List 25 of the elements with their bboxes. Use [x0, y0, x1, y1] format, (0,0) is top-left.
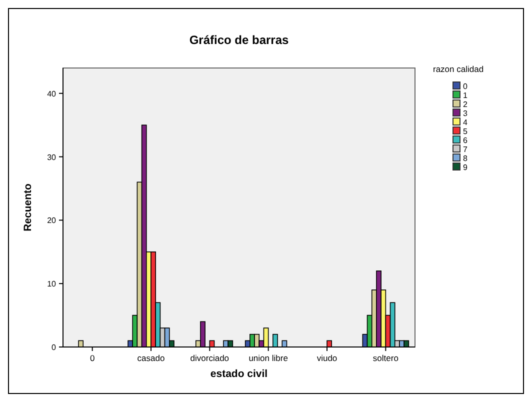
y-tick-label: 0 — [52, 343, 57, 352]
y-tick-label: 10 — [47, 280, 57, 289]
legend-label: 3 — [463, 109, 468, 118]
legend-label: 0 — [463, 82, 468, 91]
y-axis-title: Recuento — [22, 184, 34, 232]
legend-label: 8 — [463, 154, 468, 163]
legend-label: 6 — [463, 136, 468, 145]
y-tick-label: 20 — [47, 216, 57, 226]
x-axis-title: estado civil — [210, 368, 268, 380]
y-tick-label: 40 — [47, 89, 57, 98]
x-tick-label: union libre — [248, 353, 288, 363]
chart-title: Gráfico de barras — [189, 33, 290, 47]
x-tick-label: soltero — [372, 353, 399, 363]
legend-label: 2 — [463, 100, 468, 109]
legend-label: 9 — [463, 163, 468, 172]
x-tick-label: casado — [137, 353, 165, 363]
legend-title: razon calidad — [433, 64, 484, 74]
y-tick-label: 30 — [47, 152, 57, 162]
legend-label: 4 — [463, 118, 468, 127]
x-tick-label: 0 — [90, 353, 95, 363]
x-tick-label: divorciado — [190, 353, 230, 363]
legend-label: 7 — [463, 145, 468, 154]
x-tick-label: viudo — [316, 353, 338, 363]
legend-label: 5 — [463, 127, 468, 136]
legend-label: 1 — [463, 91, 468, 100]
